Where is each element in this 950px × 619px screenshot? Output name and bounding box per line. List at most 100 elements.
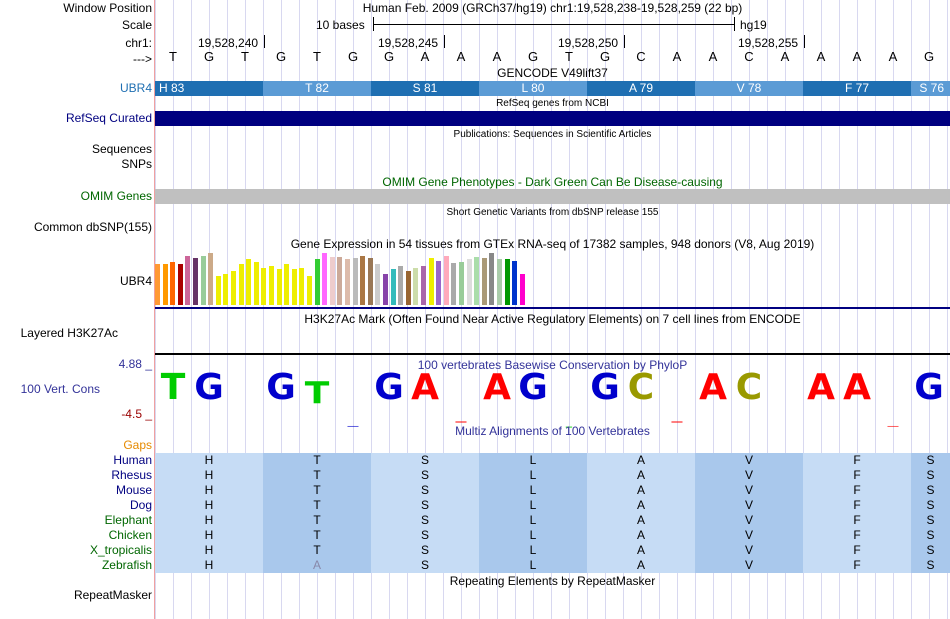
gtex-tissue-bar[interactable] — [375, 264, 381, 305]
gtex-tissue-bar[interactable] — [215, 276, 221, 305]
species-label[interactable]: X_tropicalis — [89, 543, 152, 557]
aligned-amino-acid: F — [803, 498, 911, 513]
codon-block[interactable]: S 81 — [371, 81, 479, 96]
aligned-amino-acid: S — [371, 468, 479, 483]
aligned-amino-acid: H — [155, 558, 263, 573]
codon-block[interactable]: V 78 — [695, 81, 803, 96]
gtex-tissue-bar[interactable] — [246, 259, 252, 305]
omim-bar[interactable] — [155, 189, 950, 204]
coord-tick — [624, 35, 625, 48]
aligned-amino-acid: A — [587, 468, 695, 483]
gtex-tissue-bar[interactable] — [329, 257, 335, 305]
gtex-tissue-bar[interactable] — [276, 268, 282, 305]
gtex-tissue-bar[interactable] — [253, 262, 259, 305]
species-label[interactable]: Mouse — [115, 483, 152, 497]
gtex-tissue-bar[interactable] — [307, 276, 312, 305]
codon-block[interactable]: H 83 — [155, 81, 263, 96]
conservation-letter: C — [735, 367, 763, 408]
species-label[interactable]: Elephant — [104, 513, 152, 527]
gtex-tissue-bar[interactable] — [238, 264, 244, 305]
gtex-tissue-bar[interactable] — [223, 273, 229, 305]
coord-tick — [804, 35, 805, 48]
gtex-tissue-bar[interactable] — [497, 259, 502, 305]
gtex-tissue-bar[interactable] — [162, 264, 168, 305]
gtex-tissue-bar[interactable] — [390, 268, 396, 305]
gencode-track-label[interactable]: UBR4 — [119, 81, 152, 95]
refseq-gene-bar[interactable] — [155, 111, 950, 126]
gtex-tissue-bar[interactable] — [352, 258, 358, 305]
aligned-amino-acid: F — [803, 483, 911, 498]
codon-block[interactable]: A 79 — [587, 81, 695, 96]
species-label[interactable]: Chicken — [108, 528, 152, 542]
gtex-tissue-bar[interactable] — [322, 253, 328, 305]
gtex-expression-chart[interactable] — [155, 251, 555, 305]
gtex-tissue-bar[interactable] — [489, 253, 495, 305]
phylop-track-label[interactable]: 100 Vert. Cons — [20, 382, 100, 396]
gtex-tissue-bar[interactable] — [337, 257, 343, 305]
gtex-tissue-bar[interactable] — [421, 266, 426, 305]
codon-block[interactable]: T 82 — [263, 81, 371, 96]
base: A — [780, 49, 790, 64]
aligned-amino-acid: S — [911, 453, 950, 468]
snps-track-label[interactable]: SNPs — [121, 157, 152, 171]
gtex-tissue-bar[interactable] — [200, 255, 206, 305]
species-label[interactable]: Zebrafish — [101, 558, 152, 572]
gtex-tissue-bar[interactable] — [474, 257, 480, 305]
gtex-tissue-bar[interactable] — [436, 260, 442, 305]
gtex-tissue-bar[interactable] — [428, 258, 434, 305]
gtex-tissue-bar[interactable] — [383, 273, 388, 305]
gtex-tissue-bar[interactable] — [367, 258, 373, 305]
h3k27ac-track-label[interactable]: Layered H3K27Ac — [20, 326, 118, 340]
gtex-tissue-bar[interactable] — [284, 264, 290, 305]
aligned-amino-acid: T — [263, 498, 371, 513]
omim-track-label[interactable]: OMIM Genes — [80, 189, 152, 203]
gtex-tissue-bar[interactable] — [177, 264, 183, 305]
gtex-tissue-bar[interactable] — [443, 255, 449, 305]
species-label[interactable]: Human — [113, 453, 152, 467]
codon-block[interactable]: F 77 — [803, 81, 911, 96]
aligned-amino-acid: V — [695, 513, 803, 528]
codon-block[interactable]: S 76 — [911, 81, 950, 96]
gtex-tissue-bar[interactable] — [231, 271, 236, 305]
scale-bar — [373, 24, 734, 25]
gtex-tissue-bar[interactable] — [314, 259, 320, 305]
gtex-tissue-bar[interactable] — [291, 268, 297, 305]
gtex-tissue-bar[interactable] — [519, 273, 525, 305]
refseq-track-label[interactable]: RefSeq Curated — [65, 111, 152, 125]
gtex-tissue-bar[interactable] — [451, 263, 457, 305]
gtex-tissue-bar[interactable] — [398, 266, 404, 305]
gtex-tissue-bar[interactable] — [405, 271, 411, 305]
aligned-amino-acid: A — [587, 483, 695, 498]
gtex-tissue-bar[interactable] — [269, 266, 274, 305]
conservation-letter: A — [807, 367, 835, 408]
gtex-tissue-bar[interactable] — [185, 255, 191, 305]
codon-block[interactable]: L 80 — [479, 81, 587, 96]
repeatmasker-track-label[interactable]: RepeatMasker — [73, 588, 152, 602]
gtex-tissue-bar[interactable] — [459, 262, 464, 305]
gtex-tissue-bar[interactable] — [512, 260, 518, 305]
gtex-tissue-bar[interactable] — [193, 258, 198, 305]
conservation-letter: T — [304, 376, 330, 412]
gtex-tissue-bar[interactable] — [466, 259, 472, 305]
dbsnp-track-label[interactable]: Common dbSNP(155) — [33, 220, 152, 234]
aligned-amino-acid: T — [263, 513, 371, 528]
gtex-tissue-bar[interactable] — [345, 259, 350, 305]
gtex-tissue-bar[interactable] — [413, 267, 419, 305]
gtex-tissue-bar[interactable] — [155, 264, 160, 305]
gtex-tissue-bar[interactable] — [299, 267, 305, 305]
gtex-tissue-bar[interactable] — [360, 255, 366, 305]
gaps-label[interactable]: Gaps — [123, 438, 152, 452]
sequences-track-label[interactable]: Sequences — [91, 142, 152, 156]
gtex-track-label[interactable]: UBR4 — [119, 274, 152, 288]
species-label[interactable]: Dog — [129, 498, 152, 512]
aligned-amino-acid: S — [371, 453, 479, 468]
phylop-max-label: 4.88 _ — [118, 357, 152, 371]
gtex-tissue-bar[interactable] — [208, 253, 214, 305]
codon-label: S 81 — [412, 81, 438, 95]
species-label[interactable]: Rhesus — [111, 468, 152, 482]
gtex-tissue-bar[interactable] — [481, 258, 487, 305]
gtex-tissue-bar[interactable] — [504, 259, 510, 305]
gtex-tissue-bar[interactable] — [261, 267, 267, 305]
gtex-tissue-bar[interactable] — [170, 262, 176, 305]
multiz-title: Multiz Alignments of 100 Vertebrates — [455, 424, 650, 438]
